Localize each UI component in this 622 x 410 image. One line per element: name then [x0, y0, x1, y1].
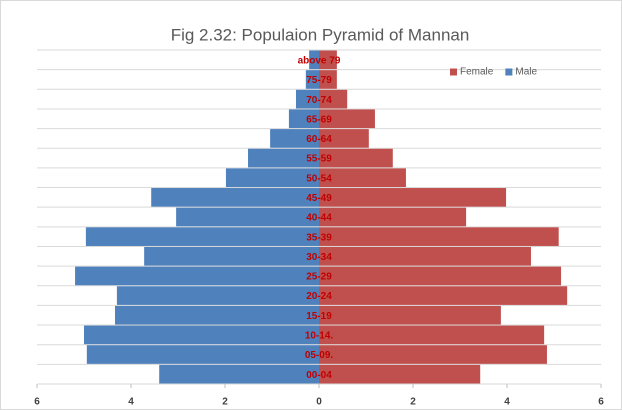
chart-title: Fig 2.32: Populaion Pyramid of Mannan [171, 25, 470, 44]
bar [319, 50, 337, 70]
category-label: 40-44 [306, 213, 332, 224]
category-label: 20-24 [306, 291, 332, 302]
bar [319, 129, 369, 148]
bar [288, 109, 319, 129]
bar [319, 207, 467, 227]
category-label: 30-34 [306, 252, 332, 263]
category-label: 65-69 [306, 114, 332, 125]
category-label: 60-64 [306, 134, 332, 145]
category-label: 00-04 [306, 370, 332, 381]
bar [319, 89, 348, 109]
bar [319, 325, 545, 345]
category-label: 70-74 [306, 95, 332, 106]
bar [225, 168, 319, 188]
bar [319, 286, 568, 305]
category-label: 10-14. [305, 331, 334, 342]
legend-swatch [450, 68, 457, 76]
bar [75, 266, 319, 286]
bar [144, 246, 319, 266]
category-label: 05-09. [305, 350, 334, 361]
bar [319, 188, 507, 207]
x-tick-label: 6 [34, 397, 40, 408]
bar [319, 364, 481, 384]
bar [319, 70, 337, 89]
category-label: 15-19 [306, 311, 332, 322]
x-tick-label: 4 [128, 397, 134, 408]
category-label: 75-79 [306, 75, 332, 86]
bar [319, 168, 406, 188]
category-label: above 79 [298, 55, 341, 66]
bar [295, 89, 319, 109]
x-tick-label: 0 [316, 397, 322, 408]
category-label: 25-29 [306, 272, 332, 283]
bar [151, 188, 319, 207]
x-tick-label: 2 [410, 397, 416, 408]
bar [319, 305, 501, 325]
bar [248, 148, 319, 168]
bar [176, 207, 319, 227]
legend-swatch [505, 68, 513, 76]
x-tick-label: 2 [222, 397, 228, 408]
bar [319, 246, 531, 266]
bar [84, 325, 319, 345]
x-tick-label: 4 [504, 397, 510, 408]
bar [319, 227, 559, 246]
bar [86, 345, 319, 364]
category-label: 50-54 [306, 173, 332, 184]
bar [305, 70, 319, 89]
bar [319, 345, 547, 364]
bar [309, 50, 319, 70]
bar [115, 305, 320, 325]
category-label: 35-39 [306, 232, 332, 243]
bar [319, 148, 393, 168]
bar [85, 227, 319, 246]
x-tick-label: 6 [598, 397, 604, 408]
bar [319, 266, 562, 286]
bar [319, 109, 375, 129]
category-label: 55-59 [306, 154, 332, 165]
bar [270, 129, 319, 148]
legend-label: Female [460, 67, 494, 78]
bar [159, 364, 319, 384]
legend-label: Male [515, 67, 537, 78]
bar [116, 286, 320, 305]
category-label: 45-49 [306, 193, 332, 204]
